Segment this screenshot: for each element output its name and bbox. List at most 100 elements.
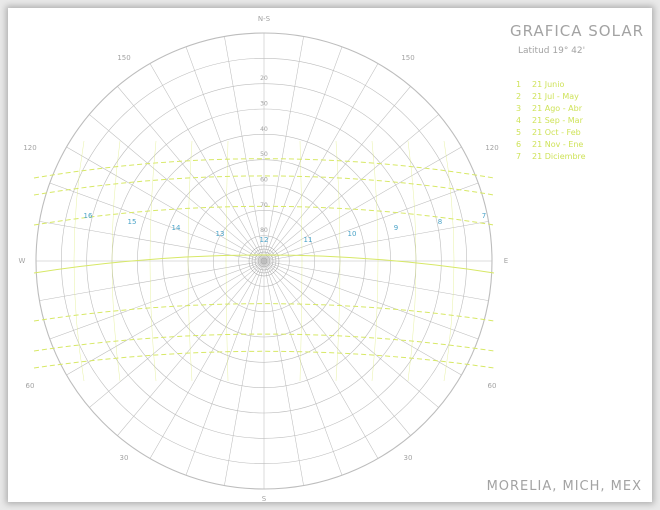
legend-label: 21 Sep - Mar bbox=[532, 115, 583, 125]
hour-line bbox=[111, 140, 121, 382]
hour-line bbox=[187, 140, 193, 382]
azimuth-line bbox=[263, 182, 479, 262]
azimuth-line bbox=[263, 63, 379, 262]
legend-number: 7 bbox=[516, 151, 522, 161]
hour-line bbox=[335, 140, 341, 382]
altitude-label: 20 bbox=[260, 75, 268, 82]
hour-line bbox=[371, 140, 379, 382]
azimuth-line bbox=[66, 146, 265, 262]
azimuth-line bbox=[89, 114, 265, 262]
hour-label: 9 bbox=[394, 224, 398, 232]
legend-item: 4 21 Sep - Mar bbox=[516, 114, 586, 126]
azimuth-line bbox=[117, 260, 265, 436]
azimuth-line bbox=[49, 182, 265, 262]
chart-title: GRAFICA SOLAR bbox=[510, 22, 644, 40]
altitude-label: 60 bbox=[260, 177, 268, 184]
legend-item: 7 21 Diciembre bbox=[516, 150, 586, 162]
azimuth-line bbox=[117, 86, 265, 262]
altitude-label: 80 bbox=[260, 227, 268, 234]
azimuth-line bbox=[263, 260, 379, 459]
hour-label: 10 bbox=[348, 230, 357, 238]
zenith-ring bbox=[251, 248, 277, 274]
legend-number: 3 bbox=[516, 103, 522, 113]
east-label: E bbox=[504, 257, 508, 265]
azimuth-line bbox=[263, 260, 489, 301]
hour-line bbox=[443, 140, 455, 382]
azimuth-line bbox=[149, 260, 265, 459]
hour-label: 14 bbox=[172, 224, 181, 232]
sun-paths bbox=[33, 140, 495, 382]
azimuth-label: 30 bbox=[404, 454, 413, 462]
legend-number: 6 bbox=[516, 139, 522, 149]
hour-label: 12 bbox=[260, 236, 269, 244]
azimuth-line bbox=[263, 260, 411, 436]
hour-label: 8 bbox=[438, 218, 442, 226]
azimuth-line bbox=[224, 36, 265, 262]
azimuth-line bbox=[263, 221, 489, 262]
azimuth-line bbox=[39, 221, 265, 262]
hour-line bbox=[73, 140, 85, 382]
legend-item: 5 21 Oct - Feb bbox=[516, 126, 586, 138]
legend-label: 21 Junio bbox=[532, 79, 565, 89]
azimuth-line bbox=[263, 36, 304, 262]
legend-label: 21 Jul - May bbox=[532, 91, 579, 101]
sun-path-line bbox=[33, 254, 495, 274]
hour-label: 15 bbox=[128, 218, 137, 226]
azimuth-label: 150 bbox=[401, 54, 414, 62]
legend-number: 5 bbox=[516, 127, 522, 137]
legend-label: 21 Diciembre bbox=[532, 151, 586, 161]
azimuth-line bbox=[149, 63, 265, 262]
legend-item: 6 21 Nov - Ene bbox=[516, 138, 586, 150]
azimuth-label: 30 bbox=[120, 454, 129, 462]
azimuth-line bbox=[185, 46, 265, 262]
azimuth-line bbox=[263, 146, 462, 262]
azimuth-line bbox=[263, 260, 343, 476]
legend-item: 2 21 Jul - May bbox=[516, 90, 586, 102]
azimuth-line bbox=[263, 86, 411, 262]
azimuth-line bbox=[263, 260, 439, 408]
legend-item: 3 21 Ago - Abr bbox=[516, 102, 586, 114]
north-label: N-S bbox=[258, 15, 271, 23]
azimuth-label: 120 bbox=[23, 144, 36, 152]
hour-label: 16 bbox=[84, 212, 93, 220]
hour-line bbox=[299, 140, 303, 382]
zenith-ring bbox=[260, 257, 268, 265]
azimuth-line bbox=[66, 260, 265, 376]
altitude-label: 50 bbox=[260, 151, 268, 158]
hour-label: 11 bbox=[304, 236, 313, 244]
azimuth-label: 120 bbox=[485, 144, 498, 152]
hour-label: 7 bbox=[482, 212, 486, 220]
altitude-label: 70 bbox=[260, 202, 268, 209]
latitude-subtitle: Latitud 19° 42' bbox=[518, 46, 586, 56]
azimuth-line bbox=[39, 260, 265, 301]
azimuth-label: 60 bbox=[26, 382, 35, 390]
azimuth-line bbox=[89, 260, 265, 408]
altitude-label: 30 bbox=[260, 101, 268, 108]
legend-number: 2 bbox=[516, 91, 522, 101]
azimuth-line bbox=[263, 260, 462, 376]
azimuth-line bbox=[263, 260, 479, 340]
azimuth-line bbox=[224, 260, 265, 486]
zenith-ring bbox=[254, 251, 274, 271]
altitude-label: 40 bbox=[260, 126, 268, 133]
legend-number: 4 bbox=[516, 115, 522, 125]
legend-label: 21 Nov - Ene bbox=[532, 139, 584, 149]
hour-label: 13 bbox=[216, 230, 225, 238]
azimuth-line bbox=[263, 260, 304, 486]
azimuth-label: 150 bbox=[117, 54, 130, 62]
azimuth-line bbox=[185, 260, 265, 476]
hour-line bbox=[149, 140, 157, 382]
west-label: W bbox=[19, 257, 26, 265]
azimuth-line bbox=[263, 114, 439, 262]
south-label: S bbox=[262, 495, 267, 502]
location-label: MORELIA, MICH, MEX bbox=[486, 479, 642, 494]
legend-label: 21 Oct - Feb bbox=[532, 127, 581, 137]
legend-item: 1 21 Junio bbox=[516, 78, 586, 90]
legend-label: 21 Ago - Abr bbox=[532, 103, 582, 113]
diagram-labels: 16 15 14 13 12 11 10 9 8 7 150 150 120 120 60 60 30 30 N-S… bbox=[19, 15, 509, 502]
azimuth-line bbox=[49, 260, 265, 340]
hour-line bbox=[407, 140, 417, 382]
azimuth-label: 60 bbox=[488, 382, 497, 390]
legend-number: 1 bbox=[516, 79, 522, 89]
